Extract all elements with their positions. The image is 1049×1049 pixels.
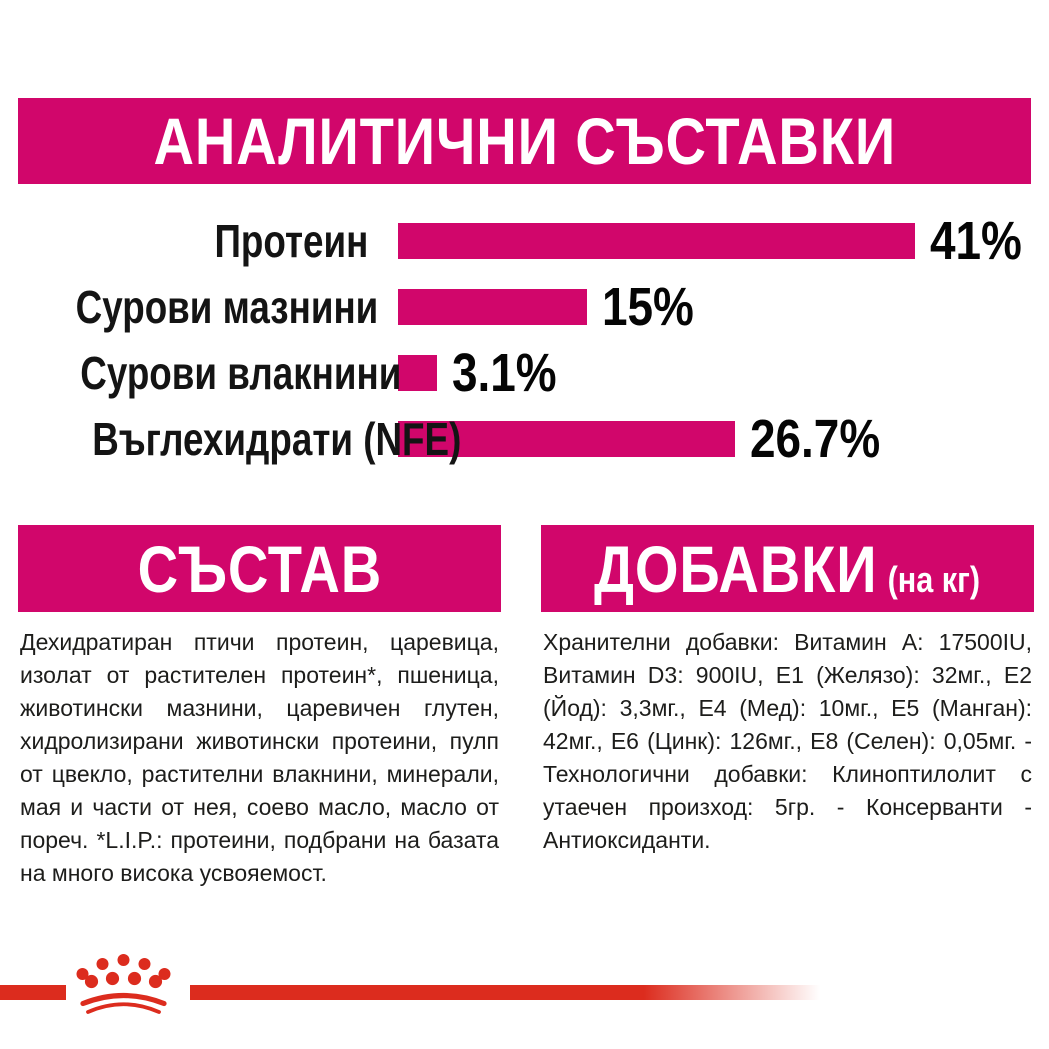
carbohydrates-label: Въглехидрати (NFE) (92, 413, 462, 465)
composition-body: Дехидратиран птичи протеин, царевица, из… (20, 629, 499, 886)
carbohydrates-bar-area: 26.7% (398, 412, 915, 466)
protein-bar (398, 223, 915, 259)
composition-banner-inner: СЪСТАВ (137, 536, 382, 602)
analytical-constituents-banner: АНАЛИТИЧНИ СЪСТАВКИ (18, 98, 1031, 184)
protein-value: 41% (930, 211, 1022, 271)
footer-rule-left (0, 985, 66, 1000)
protein-bar-area: 41% (398, 214, 1022, 268)
chart-row-protein: Протеин 41% (0, 208, 1049, 274)
composition-title: СЪСТАВ (137, 531, 382, 606)
crude-fibre-label: Сурови влакнини (80, 347, 402, 399)
footer-rule-right (190, 985, 820, 1000)
chart-row-crude-fat: Сурови мазнини 15% (0, 274, 1049, 340)
additives-title-suffix: (на кг) (888, 558, 981, 600)
crude-fibre-bar (398, 355, 438, 391)
analytical-constituents-chart: Протеин 41% Сурови мазнини 15% Сурови вл… (0, 208, 1049, 472)
page-title: АНАЛИТИЧНИ СЪСТАВКИ (153, 104, 896, 178)
composition-banner: СЪСТАВ (18, 525, 501, 612)
crude-fibre-value: 3.1% (452, 343, 557, 403)
crude-fat-value: 15% (602, 277, 695, 337)
additives-body: Хранителни добавки: Витамин A: 17500IU, … (543, 629, 1032, 853)
carbohydrates-value: 26.7% (749, 409, 880, 469)
protein-label: Протеин (214, 215, 368, 267)
composition-section: СЪСТАВ Дехидратиран птичи протеин, царев… (18, 525, 501, 890)
chart-row-carbohydrates: Въглехидрати (NFE) 26.7% (0, 406, 1049, 472)
crude-fat-label: Сурови мазнини (75, 281, 379, 333)
crude-fibre-bar-area: 3.1% (398, 346, 915, 400)
additives-section: ДОБАВКИ (на кг) Хранителни добавки: Вита… (541, 525, 1034, 857)
crude-fat-bar (398, 289, 588, 325)
banner-inner: АНАЛИТИЧНИ СЪСТАВКИ (153, 108, 896, 174)
carbohydrates-bar (398, 421, 735, 457)
additives-banner-inner: ДОБАВКИ (на кг) (595, 536, 981, 602)
crude-fat-bar-area: 15% (398, 280, 915, 334)
additives-banner: ДОБАВКИ (на кг) (541, 525, 1034, 612)
additives-title: ДОБАВКИ (594, 531, 878, 606)
chart-row-crude-fibre: Сурови влакнини 3.1% (0, 340, 1049, 406)
royal-canin-crown-icon (76, 954, 171, 1014)
